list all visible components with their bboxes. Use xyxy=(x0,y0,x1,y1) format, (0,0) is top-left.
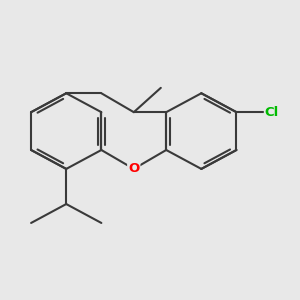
Text: O: O xyxy=(128,162,140,176)
Text: Cl: Cl xyxy=(265,106,279,119)
